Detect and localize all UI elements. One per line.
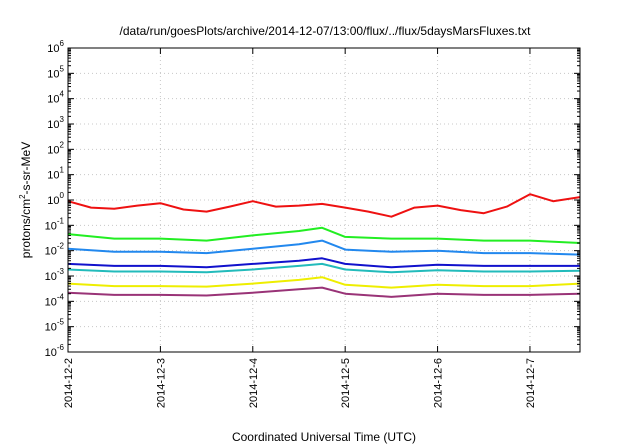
- series-line-2: [67, 226, 581, 244]
- y-tick-label: 105: [47, 64, 64, 80]
- series-line-4: [67, 257, 580, 269]
- y-tick-label: 10-2: [45, 242, 65, 258]
- x-tick-label: 2014-12-3: [155, 358, 167, 408]
- y-tick-label: 10-4: [45, 292, 65, 308]
- y-tick-label: 10-5: [45, 318, 65, 334]
- x-tick-labels: 2014-12-2 2014-12-3 2014-12-4 2014-12-5 2014…: [63, 358, 537, 408]
- x-tick-label: 2014-12-4: [248, 358, 260, 408]
- x-tick-label: 2014-12-6: [433, 358, 445, 408]
- x-tick-label: 2014-12-7: [525, 358, 537, 408]
- y-tick-label: 104: [47, 90, 64, 106]
- y-tick-label: 102: [47, 140, 64, 156]
- series-lines: [67, 193, 581, 298]
- chart-title: /data/run/goesPlots/archive/2014-12-07/1…: [120, 24, 532, 38]
- y-tick-label: 10-3: [45, 267, 65, 283]
- y-tick-label: 106: [47, 39, 64, 55]
- x-axis-label: Coordinated Universal Time (UTC): [232, 430, 416, 444]
- y-tick-label: 10-6: [45, 343, 65, 359]
- y-axis-label: protons/cm2-s-sr-MeV: [18, 142, 33, 258]
- y-tick-labels: 10-6 10-5 10-4 10-3 10-2 10-1 100 101 102 103 104 1…: [45, 39, 65, 359]
- grid-lines: [68, 48, 580, 352]
- series-line-6: [67, 276, 581, 289]
- y-tick-label: 103: [47, 115, 64, 131]
- series-line-3: [67, 239, 581, 256]
- x-tick-label: 2014-12-2: [63, 358, 75, 408]
- x-tick-label: 2014-12-5: [340, 358, 352, 408]
- y-tick-label: 10-1: [45, 216, 65, 232]
- y-tick-label: 100: [47, 191, 64, 207]
- series-line-5: [67, 262, 581, 274]
- axis-ticks: [67, 47, 580, 353]
- series-line-7: [67, 286, 581, 298]
- series-line-1: [67, 193, 581, 218]
- y-tick-label: 101: [47, 166, 64, 182]
